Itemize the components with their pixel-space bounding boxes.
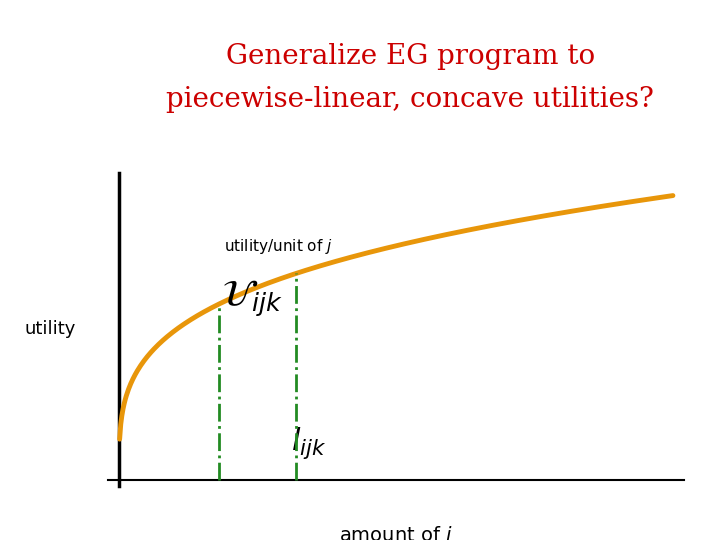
Text: Generalize EG program to: Generalize EG program to	[226, 43, 595, 70]
Text: piecewise-linear, concave utilities?: piecewise-linear, concave utilities?	[166, 86, 654, 113]
Text: amount of $j$: amount of $j$	[339, 524, 453, 540]
Text: utility/unit of $j$: utility/unit of $j$	[225, 237, 333, 256]
Text: $\mathcal{U}_{ijk}$: $\mathcal{U}_{ijk}$	[222, 279, 283, 319]
Text: $l_{ijk}$: $l_{ijk}$	[291, 426, 326, 461]
Text: utility: utility	[24, 320, 76, 339]
